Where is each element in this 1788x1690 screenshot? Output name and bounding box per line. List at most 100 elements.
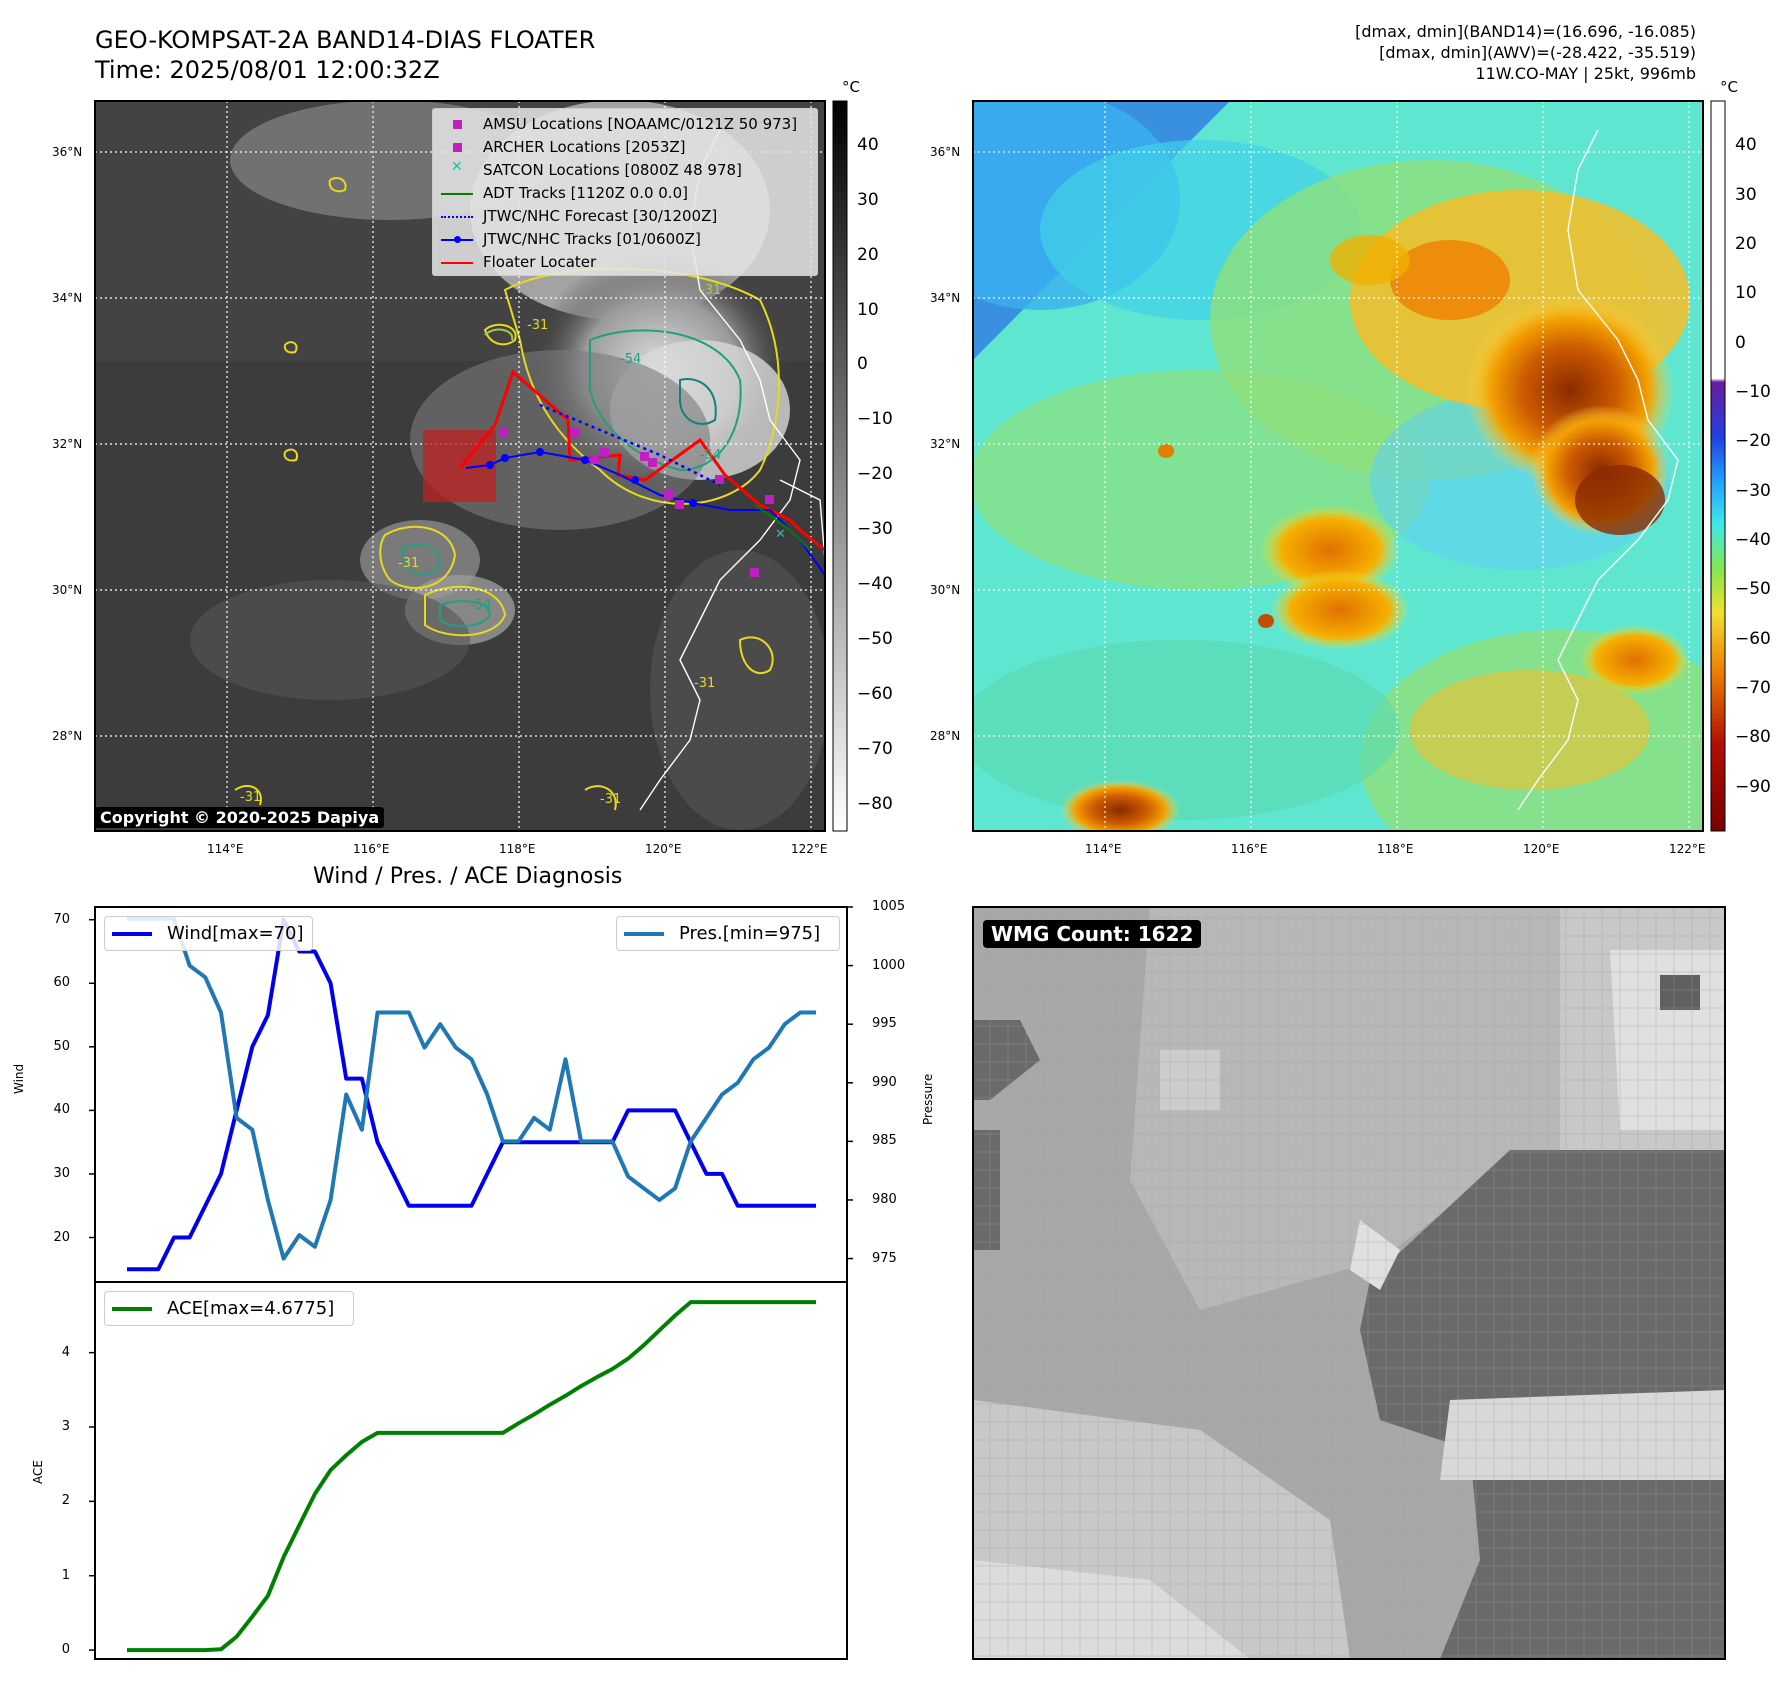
lon-label: 122°E — [1669, 842, 1706, 856]
colorbar-tick: −90 — [1735, 776, 1771, 797]
colorbar-tick: 40 — [857, 134, 879, 155]
dot-marker-icon — [454, 236, 461, 243]
ace-tick-label: 2 — [61, 1493, 70, 1509]
legend-label: ADT Tracks [1120Z 0.0 0.0] — [483, 184, 688, 202]
colorbar-tick: −10 — [1735, 382, 1771, 402]
colorbar-tick: −10 — [857, 409, 893, 430]
lon-label: 116°E — [353, 842, 390, 856]
pressure-tick-label: 995 — [872, 1016, 897, 1032]
wind-axis-label: Wind — [12, 1063, 26, 1094]
contour-label: -54 — [700, 448, 722, 463]
colorbar-tick: −40 — [857, 574, 893, 594]
lat-label: 36°N — [52, 145, 83, 159]
legend-label: JTWC/NHC Tracks [01/0600Z] — [483, 230, 701, 248]
figure-time: Time: 2025/08/01 12:00:32Z — [95, 56, 440, 84]
colorbar-tick: −70 — [1735, 677, 1771, 698]
contour-label: -31 — [398, 556, 420, 571]
wmg-image-panel — [973, 907, 1725, 1659]
ace-tick-label: 1 — [61, 1567, 70, 1583]
lon-label: 118°E — [1377, 842, 1414, 856]
square-marker-icon — [453, 143, 462, 152]
colorbar-tick: 20 — [857, 244, 879, 265]
wind-series-line — [127, 917, 816, 1272]
pressure-tick-label: 1005 — [872, 899, 906, 914]
line-marker-icon — [112, 932, 152, 936]
wmg-count-badge: WMG Count: 1622 — [983, 920, 1202, 948]
x-marker-icon: ✕ — [451, 159, 463, 175]
wind-tick-label: 40 — [53, 1102, 70, 1118]
colorbar-tick: −30 — [1735, 480, 1771, 501]
colorbar-tick: 40 — [1735, 135, 1757, 156]
ace-tick-label: 3 — [61, 1419, 70, 1434]
legend-label: Wind[max=70] — [167, 923, 304, 944]
wind-tick-label: 30 — [53, 1165, 70, 1181]
wind-tick-label: 60 — [53, 975, 70, 991]
legend-label: AMSU Locations [NOAAMC/0121Z 50 973] — [483, 115, 798, 133]
lon-label: 120°E — [645, 842, 682, 856]
colorbar-tick: −20 — [857, 464, 893, 485]
legend-item-amsu: AMSU Locations [NOAAMC/0121Z 50 973] — [433, 113, 817, 136]
pressure-tick-label: 990 — [872, 1074, 897, 1090]
legend-item-tracks: JTWC/NHC Tracks [01/0600Z] — [433, 228, 817, 251]
wind-pressure-chart — [89, 906, 853, 1272]
pressure-tick-label: 1000 — [872, 957, 906, 973]
line-marker-icon — [441, 193, 473, 195]
colorbar-tick: 20 — [1735, 234, 1757, 255]
colorbar-tick: −40 — [1735, 529, 1771, 550]
ace-tick-label: 4 — [61, 1344, 70, 1360]
legend-item-satcon: ✕ SATCON Locations [0800Z 48 978] — [433, 159, 817, 182]
ace-axis-label: ACE — [31, 1460, 45, 1484]
legend-item-adt: ADT Tracks [1120Z 0.0 0.0] — [433, 182, 817, 205]
lon-label: 120°E — [1523, 842, 1560, 856]
ace-tick-label: 0 — [61, 1642, 70, 1658]
figure-title: GEO-KOMPSAT-2A BAND14-DIAS FLOATER — [95, 26, 596, 54]
storm-info: 11W.CO-MAY | 25kt, 996mb — [1475, 64, 1696, 83]
legend-label: Pres.[min=975] — [679, 923, 821, 944]
legend-label: ARCHER Locations [2053Z] — [483, 138, 686, 156]
legend-label: JTWC/NHC Forecast [30/1200Z] — [483, 207, 718, 225]
contour-label: -31 — [600, 792, 622, 807]
colorbar-tick: −30 — [857, 519, 893, 540]
colorbar-tick: −80 — [1735, 727, 1771, 748]
pressure-tick-label: 975 — [872, 1250, 897, 1266]
pressure-legend: Pres.[min=975] — [616, 916, 840, 951]
map-legend: AMSU Locations [NOAAMC/0121Z 50 973] ARC… — [432, 108, 818, 276]
legend-label: ACE[max=4.6775] — [167, 1298, 335, 1319]
ace-legend: ACE[max=4.6775] — [104, 1291, 354, 1326]
diagnosis-title: Wind / Pres. / ACE Diagnosis — [313, 864, 623, 889]
panel-a-frame — [94, 100, 826, 832]
dotted-line-icon — [441, 216, 473, 218]
panel-d-frame — [972, 906, 1726, 1660]
colorbar-tick: 10 — [857, 299, 879, 320]
line-marker-icon — [624, 932, 664, 936]
colorbar-unit: °C — [842, 78, 860, 96]
wind-tick-label: 70 — [53, 911, 70, 927]
legend-label: SATCON Locations [0800Z 48 978] — [483, 161, 742, 179]
lon-label: 116°E — [1231, 842, 1268, 856]
copyright-badge: Copyright © 2020-2025 Dapiya — [95, 807, 385, 828]
colorbar-tick: 30 — [857, 189, 879, 210]
wind-pressure-frame — [94, 906, 848, 1283]
band14-range: [dmax, dmin](BAND14)=(16.696, -16.085) — [1355, 22, 1696, 41]
ace-chart — [89, 1300, 816, 1653]
panel-b-frame — [972, 100, 1704, 832]
contour-label: -31 — [700, 283, 722, 298]
pressure-tick-label: 980 — [872, 1191, 897, 1207]
lon-label: 118°E — [499, 842, 536, 856]
wind-legend: Wind[max=70] — [104, 916, 313, 951]
pressure-axis-label: Pressure — [921, 1073, 935, 1125]
legend-item-floater: Floater Locater — [433, 251, 817, 274]
colorbar-color — [1710, 100, 1726, 832]
wind-tick-label: 50 — [53, 1038, 70, 1054]
colorbar-tick: −20 — [1735, 431, 1771, 452]
colorbar-tick: −50 — [857, 628, 893, 649]
lat-label: 30°N — [930, 583, 961, 597]
lat-label: 32°N — [930, 437, 961, 451]
contour-label: -54 — [470, 598, 492, 613]
colorbar-tick: −60 — [1735, 628, 1771, 649]
lat-label: 34°N — [930, 291, 961, 305]
line-marker-icon — [112, 1307, 152, 1311]
lat-label: 36°N — [930, 145, 961, 159]
contour-label: -31 — [527, 318, 549, 333]
